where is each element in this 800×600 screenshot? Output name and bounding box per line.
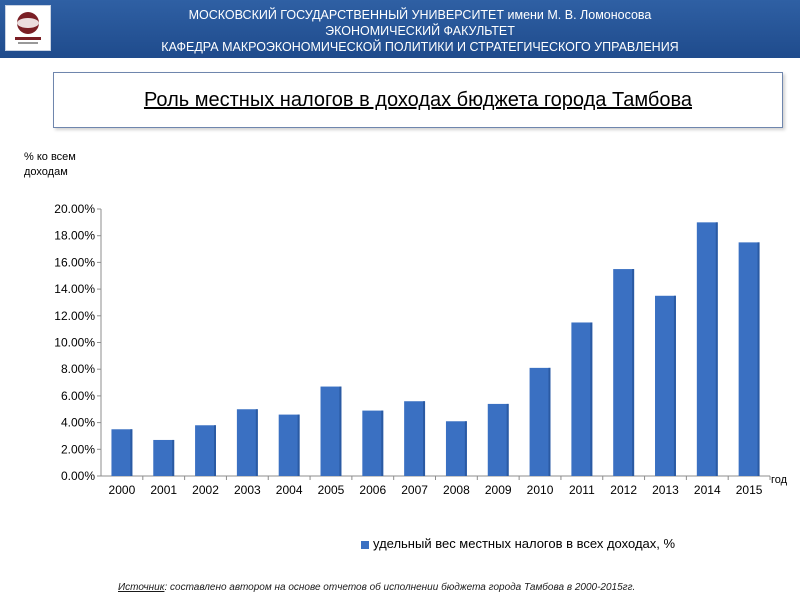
bar-shade-2007: [423, 401, 426, 476]
x-tick-label-2005: 2005: [318, 483, 345, 497]
x-axis-title: год: [771, 474, 788, 486]
y-tick-label: 14.00%: [54, 282, 95, 296]
bar-shade-2002: [213, 425, 216, 476]
university-name: МОСКОВСКИЙ ГОСУДАРСТВЕННЫЙ УНИВЕРСИТЕТ и…: [188, 8, 652, 22]
bar-2001: [153, 439, 175, 476]
bar-2003: [236, 409, 258, 476]
bar-shade-2012: [632, 269, 635, 476]
source-label: Источник: [118, 582, 165, 593]
x-tick-label-2013: 2013: [652, 483, 679, 497]
bar-shade-2014: [715, 222, 718, 476]
legend-swatch: [361, 540, 369, 549]
faculty-name: ЭКОНОМИЧЕСКИЙ ФАКУЛЬТЕТ: [325, 24, 515, 38]
bar-2011: [571, 322, 593, 476]
bar-shade-2000: [130, 429, 133, 476]
source-text: : составлено автором на основе отчетов о…: [164, 582, 636, 593]
y-tick-label: 0.00%: [61, 469, 95, 483]
bar-shade-2003: [255, 409, 258, 476]
bar-2002: [195, 425, 216, 476]
bar-2009: [487, 403, 509, 476]
bar-2006: [362, 410, 384, 476]
x-tick-label-2003: 2003: [234, 483, 261, 497]
slide-title-box: Роль местных налогов в доходах бюджета г…: [53, 72, 783, 128]
legend-label: удельный вес местных налогов в всех дохо…: [373, 536, 676, 551]
y-tick-label: 12.00%: [54, 309, 95, 323]
bar-2012: [613, 269, 635, 476]
y-axis-title: % ко всем доходам: [24, 150, 124, 180]
bar-2000: [111, 429, 133, 476]
bar-shade-2015: [757, 242, 760, 476]
x-tick-label-2010: 2010: [527, 483, 554, 497]
bar-2004: [278, 414, 300, 476]
x-tick-label-2004: 2004: [276, 483, 303, 497]
bar-shade-2005: [339, 386, 342, 476]
header-banner: МОСКОВСКИЙ ГОСУДАРСТВЕННЫЙ УНИВЕРСИТЕТ и…: [0, 0, 800, 58]
x-tick-label-2011: 2011: [569, 483, 595, 497]
source-note: Источник: составлено автором на основе о…: [118, 582, 800, 593]
bar-shade-2004: [297, 414, 300, 476]
bar-shade-2011: [590, 322, 593, 476]
bar-2005: [320, 386, 342, 476]
department-name: КАФЕДРА МАКРОЭКОНОМИЧЕСКОЙ ПОЛИТИКИ И СТ…: [161, 40, 679, 54]
y-tick-label: 6.00%: [61, 389, 95, 403]
x-tick-label-2014: 2014: [694, 483, 721, 497]
bar-2015: [738, 242, 760, 476]
x-tick-label-2007: 2007: [401, 483, 428, 497]
bar-2008: [445, 421, 467, 476]
bar-shade-2009: [506, 403, 509, 476]
bar-shade-2010: [548, 367, 551, 476]
y-tick-label: 18.00%: [54, 229, 95, 243]
x-tick-label-2000: 2000: [109, 483, 136, 497]
bar-shade-2001: [172, 439, 175, 476]
y-tick-label: 4.00%: [61, 416, 95, 430]
slide-title: Роль местных налогов в доходах бюджета г…: [143, 89, 693, 111]
university-emblem-icon: [5, 5, 51, 51]
bar-2010: [529, 367, 551, 476]
y-axis-title-line2: доходам: [24, 166, 68, 178]
x-tick-label-2002: 2002: [192, 483, 219, 497]
x-tick-label-2006: 2006: [359, 483, 386, 497]
bar-2013: [655, 295, 676, 476]
bar-shade-2008: [464, 421, 467, 476]
x-tick-label-2012: 2012: [610, 483, 637, 497]
chart-legend: удельный вес местных налогов в всех дохо…: [361, 536, 675, 554]
bar-shade-2013: [673, 295, 676, 476]
y-tick-label: 2.00%: [61, 442, 95, 456]
y-tick-label: 20.00%: [54, 202, 95, 216]
bar-shade-2006: [381, 410, 384, 476]
y-tick-label: 16.00%: [54, 255, 95, 269]
x-tick-label-2015: 2015: [736, 483, 763, 497]
x-tick-label-2009: 2009: [485, 483, 512, 497]
y-tick-label: 8.00%: [61, 362, 95, 376]
header-text: МОСКОВСКИЙ ГОСУДАРСТВЕННЫЙ УНИВЕРСИТЕТ и…: [60, 7, 780, 55]
x-tick-label-2008: 2008: [443, 483, 470, 497]
y-axis-title-line1: % ко всем: [24, 151, 76, 163]
x-tick-label-2001: 2001: [150, 483, 177, 497]
bar-2014: [696, 222, 718, 476]
y-tick-label: 10.00%: [54, 336, 95, 350]
bar-2007: [404, 401, 426, 476]
